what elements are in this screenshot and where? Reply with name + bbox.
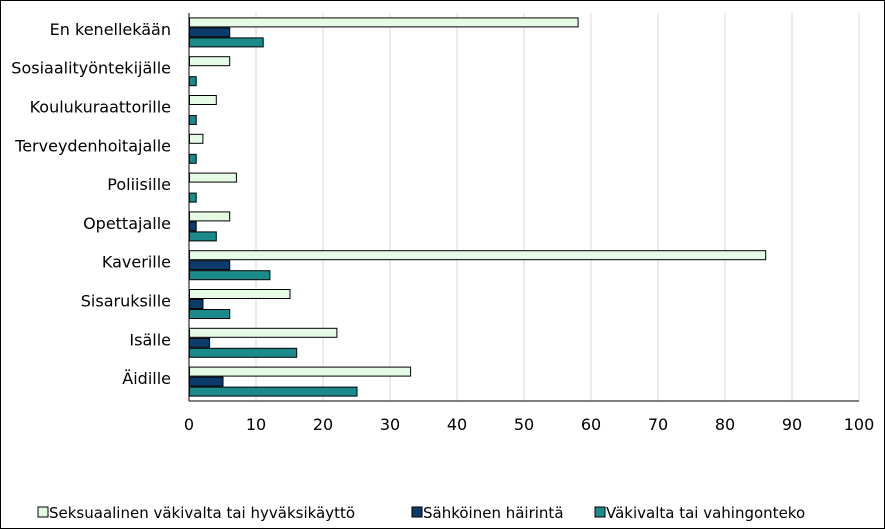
x-tick-label-5: 50: [514, 415, 534, 434]
bar-3-series-2: [189, 153, 197, 164]
category-labels: En kenellekään Sosiaalityöntekijälle Koulu…: [11, 20, 171, 388]
bar-9-series-0: [189, 366, 412, 377]
x-tick-label-10: 100: [844, 415, 875, 434]
category-label-5: Opettajalle: [83, 214, 171, 233]
x-tick-label-7: 70: [648, 415, 668, 434]
bar-8-series-2: [189, 347, 298, 358]
x-tick-label-4: 40: [447, 415, 467, 434]
x-tick-label-0: 0: [184, 415, 194, 434]
category-label-7: Sisaruksille: [81, 292, 171, 311]
x-tick-label-3: 30: [380, 415, 400, 434]
bars: [189, 17, 767, 397]
bar-5-series-0: [189, 211, 231, 222]
bar-7-series-1: [189, 299, 204, 309]
category-label-6: Kaverille: [102, 253, 171, 272]
category-label-2: Koulukuraattorille: [30, 98, 171, 117]
category-label-3: Terveydenhoitajalle: [14, 136, 171, 155]
bar-2-series-0: [189, 95, 217, 105]
legend: Seksuaalinen väkivalta tai hyväksikäyttö…: [37, 504, 805, 522]
bar-9-series-2: [189, 386, 358, 397]
legend-swatch-0: [37, 506, 49, 518]
bar-4-series-2: [189, 192, 197, 203]
x-tick-label-8: 80: [715, 415, 735, 434]
bar-6-series-1: [189, 260, 231, 271]
bar-0-series-1: [189, 27, 231, 38]
legend-label-2: Väkivalta tai vahingonteko: [606, 504, 805, 522]
x-tick-label-9: 90: [782, 415, 802, 434]
legend-label-0: Seksuaalinen väkivalta tai hyväksikäyttö: [49, 504, 355, 522]
bar-1-series-2: [189, 76, 197, 87]
gridlines: [255, 13, 860, 401]
axes: [188, 13, 859, 402]
category-label-0: En kenellekään: [50, 20, 171, 39]
bar-4-series-0: [189, 172, 237, 183]
legend-swatch-2: [594, 506, 606, 518]
category-label-4: Poliisille: [107, 175, 171, 194]
x-tick-label-2: 20: [313, 415, 333, 434]
bar-3-series-0: [189, 133, 204, 144]
bar-0-series-2: [189, 37, 264, 48]
bar-5-series-1: [189, 221, 197, 232]
bar-7-series-2: [189, 309, 231, 319]
bar-1-series-0: [189, 56, 231, 67]
bar-8-series-1: [189, 337, 211, 348]
bar-8-series-0: [189, 327, 338, 338]
bar-7-series-0: [189, 289, 291, 299]
x-tick-labels: 0 10 20 30 40 50 60 70 80 90 100: [184, 415, 874, 434]
bar-0-series-0: [189, 17, 579, 28]
x-tick-label-6: 60: [581, 415, 601, 434]
bar-6-series-2: [189, 270, 271, 281]
bar-9-series-1: [189, 376, 224, 387]
x-tick-label-1: 10: [246, 415, 266, 434]
category-label-8: Isälle: [129, 330, 171, 349]
bar-2-series-2: [189, 115, 197, 125]
category-label-9: Äidille: [122, 369, 171, 388]
legend-swatch-1: [411, 506, 423, 518]
bar-5-series-2: [189, 231, 217, 242]
category-label-1: Sosiaalityöntekijälle: [11, 59, 171, 78]
legend-label-1: Sähköinen häirintä: [423, 504, 564, 522]
bar-6-series-0: [189, 250, 767, 261]
